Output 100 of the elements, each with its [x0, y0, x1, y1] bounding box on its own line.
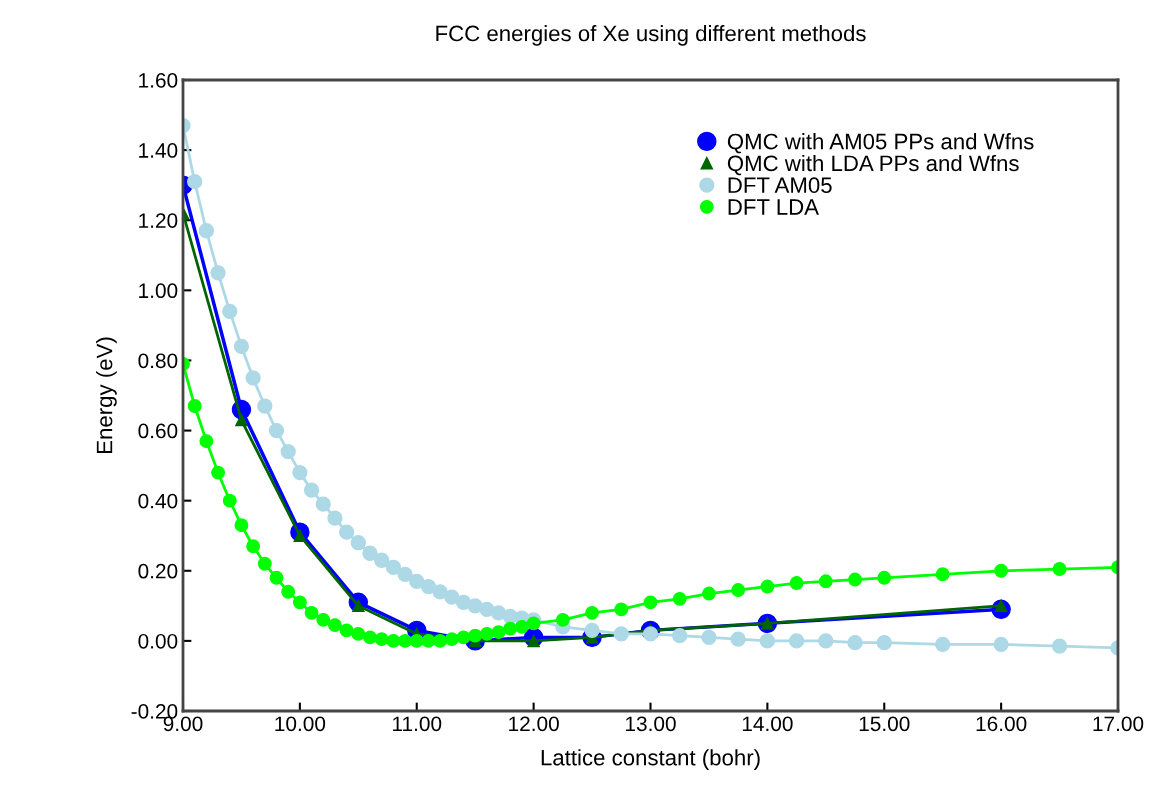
point [643, 595, 658, 610]
point [613, 626, 629, 642]
y-axis-title: Energy (eV) [96, 337, 117, 453]
legend-label: QMC with LDA PPs and Wfns [727, 154, 1019, 176]
point [420, 578, 437, 595]
y-tick-label: 1.60 [139, 73, 178, 88]
point [257, 556, 272, 571]
point [789, 576, 804, 590]
point [397, 566, 413, 582]
point [327, 618, 342, 633]
point [257, 398, 273, 414]
chart-title: FCC energies of Xe using different methods [436, 25, 866, 46]
y-tick-label: 1.20 [139, 213, 178, 228]
point [233, 338, 250, 355]
point [491, 625, 506, 640]
point [362, 545, 378, 561]
point [642, 626, 659, 642]
legend-label: QMC with AM05 PPs and Wfns [727, 133, 1034, 154]
point [327, 510, 343, 526]
point [584, 622, 600, 639]
point [877, 570, 892, 585]
point [421, 633, 436, 648]
point [338, 524, 355, 540]
point [514, 619, 529, 634]
point [187, 399, 202, 413]
point [455, 594, 472, 610]
point [222, 303, 238, 320]
point [374, 552, 390, 568]
y-tick-label: 1.00 [139, 283, 178, 299]
point [759, 633, 776, 649]
point [187, 174, 203, 190]
point [245, 370, 261, 386]
point [701, 629, 717, 646]
point [672, 591, 687, 606]
y-tick-label: 0.00 [138, 633, 178, 649]
y-tick-label: 0.20 [138, 563, 178, 579]
legend-label: DFT LDA [728, 199, 819, 215]
x-tick-label: 16.00 [976, 716, 1027, 732]
point [198, 223, 215, 239]
point [701, 586, 716, 601]
point [222, 493, 237, 508]
point [585, 605, 600, 620]
point [672, 627, 688, 644]
x-tick-label: 17.00 [1093, 716, 1144, 732]
point [280, 443, 296, 460]
point [398, 633, 413, 648]
point [432, 584, 448, 600]
point [555, 612, 570, 627]
point [350, 535, 366, 551]
x-tick-label: 13.00 [626, 716, 676, 732]
point [847, 635, 863, 651]
point [304, 605, 319, 620]
point [1052, 562, 1067, 576]
point [351, 626, 366, 641]
point [281, 584, 296, 599]
point [409, 573, 425, 589]
point [235, 413, 248, 427]
point [935, 636, 951, 653]
point [479, 626, 494, 641]
point [210, 265, 226, 281]
point [409, 633, 424, 648]
point [503, 621, 518, 636]
legend-label: DFT AM05 [728, 177, 832, 194]
x-tick-label: 10.00 [275, 716, 326, 732]
point [268, 422, 285, 439]
point [818, 633, 834, 649]
y-tick-label: 1.40 [139, 143, 178, 158]
point [292, 464, 308, 481]
point [731, 583, 746, 598]
point [818, 574, 833, 589]
x-tick-label: 14.00 [742, 716, 793, 732]
point [848, 572, 862, 587]
point [386, 633, 401, 648]
point [234, 518, 249, 533]
x-tick-label: 11.00 [393, 716, 442, 732]
point [468, 628, 483, 643]
x-tick-label: 15.00 [859, 716, 910, 732]
y-tick-label: 0.80 [138, 353, 178, 369]
point [199, 434, 214, 449]
point [444, 632, 459, 647]
point [994, 563, 1009, 578]
point [292, 595, 307, 610]
point [788, 633, 805, 649]
point [444, 589, 460, 605]
point [363, 630, 377, 645]
point [876, 635, 892, 651]
point [374, 632, 389, 647]
point [246, 539, 261, 554]
x-axis-title: Lattice constant (bohr) [541, 749, 760, 770]
point [269, 570, 284, 585]
point [935, 567, 950, 582]
point [303, 482, 320, 498]
point [211, 465, 226, 480]
point [316, 612, 331, 627]
point [614, 602, 629, 617]
x-tick-label: 12.00 [509, 716, 559, 732]
point [993, 636, 1009, 653]
point [433, 633, 448, 648]
point [456, 630, 471, 645]
point [1051, 638, 1068, 654]
